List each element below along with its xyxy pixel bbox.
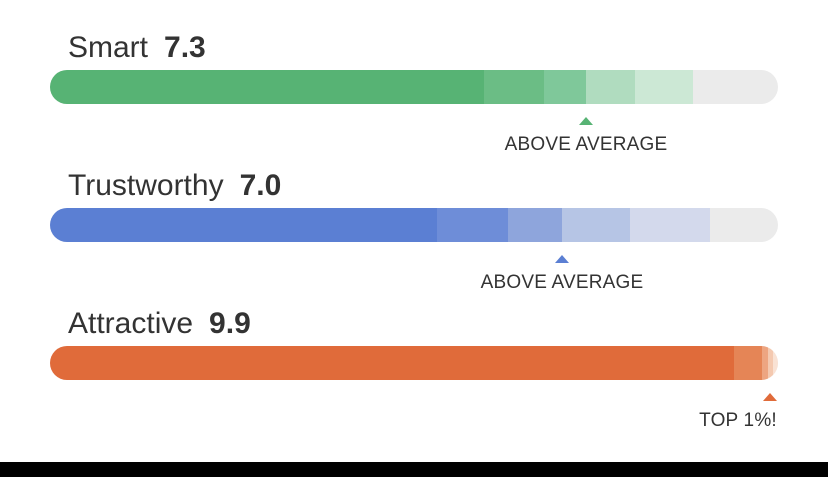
- bottom-black-strip: [0, 462, 828, 477]
- bar-tier: [630, 208, 710, 242]
- score-marker-icon: [579, 117, 593, 125]
- metric-label: Trustworthy: [68, 169, 224, 202]
- bar-tier: [484, 70, 544, 104]
- metric-trustworthy: Trustworthy 7.0 ABOVE AVERAGE: [0, 138, 828, 293]
- bar-tier: [586, 70, 635, 104]
- score-badge: TOP 1%!: [699, 410, 777, 431]
- metric-title: Attractive 9.9: [68, 306, 251, 342]
- bar-tier: [768, 346, 773, 380]
- metric-title: Trustworthy 7.0: [68, 168, 281, 204]
- score-marker-icon: [555, 255, 569, 263]
- score-badge: ABOVE AVERAGE: [504, 134, 668, 155]
- bar-tier: [734, 346, 762, 380]
- bar-tier: [773, 346, 778, 380]
- score-bar: [50, 70, 778, 104]
- bar-tier: [437, 208, 508, 242]
- score-badge: ABOVE AVERAGE: [480, 272, 644, 293]
- bar-tier: [50, 70, 484, 104]
- bar-tier: [635, 70, 693, 104]
- bar-tier: [50, 208, 437, 242]
- bar-tier: [762, 346, 768, 380]
- score-marker-icon: [763, 393, 777, 401]
- metric-score: 7.0: [239, 169, 282, 202]
- bar-tier: [544, 70, 586, 104]
- metric-attractive: Attractive 9.9 TOP 1%!: [0, 276, 828, 431]
- bar-tier: [562, 208, 630, 242]
- metric-score: 9.9: [209, 307, 251, 340]
- metric-title: Smart 7.3: [68, 30, 206, 66]
- score-bar: [50, 346, 778, 380]
- metric-label: Attractive: [68, 307, 194, 340]
- score-bar: [50, 208, 778, 242]
- bar-tier: [50, 346, 734, 380]
- metric-score: 7.3: [164, 31, 206, 64]
- metric-smart: Smart 7.3 ABOVE AVERAGE: [0, 0, 828, 155]
- metric-label: Smart: [68, 31, 149, 64]
- bar-tier: [508, 208, 562, 242]
